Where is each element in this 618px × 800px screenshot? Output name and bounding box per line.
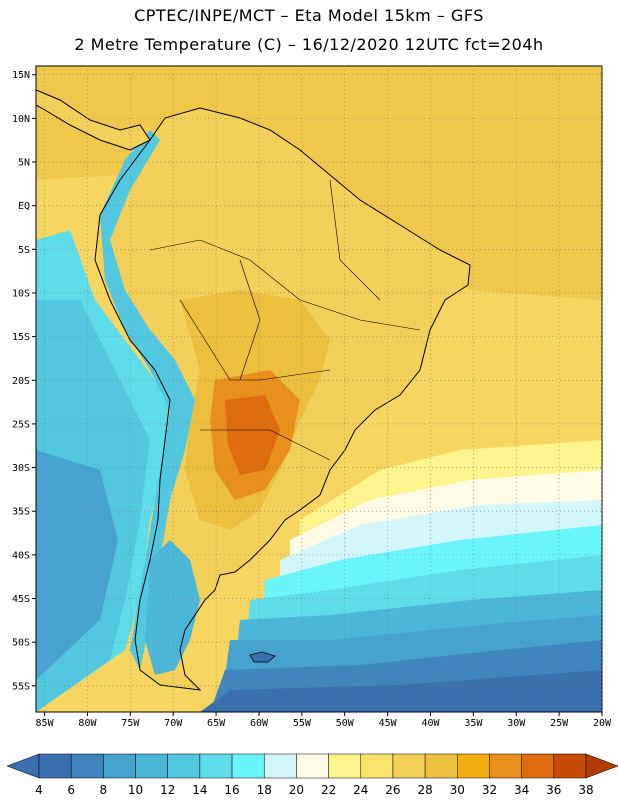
lon-tick-label: 40W: [421, 718, 440, 729]
lat-tick-label: 30S: [12, 463, 30, 474]
colorbar-swatch: [167, 753, 201, 779]
lat-tick-label: 15S: [12, 332, 30, 343]
central-america: [36, 89, 151, 151]
lat-tick-label: EQ: [18, 201, 30, 212]
lat-tick-label: 35S: [12, 507, 30, 518]
field-atl-6: [200, 670, 602, 712]
colorbar-label: 4: [35, 783, 43, 797]
colorbar-label: 26: [385, 783, 400, 797]
colorbar-label: 32: [482, 783, 497, 797]
lat-tick-label: 5N: [18, 158, 30, 169]
colorbar-low-arrow: [6, 753, 40, 779]
lon-tick-label: 55W: [293, 718, 312, 729]
colorbar-label: 22: [321, 783, 336, 797]
map-frame: [35, 65, 603, 713]
lon-tick-label: 65W: [207, 718, 226, 729]
colorbar-swatch: [135, 753, 168, 779]
colorbar-label: 12: [160, 783, 175, 797]
lat-tick-label: 55S: [12, 681, 30, 692]
colorbar-swatch: [231, 753, 265, 779]
colorbar-label: 20: [289, 783, 304, 797]
colorbar-swatch: [199, 753, 233, 779]
colorbar-swatch: [457, 753, 490, 779]
colorbar-swatch: [424, 753, 458, 779]
colorbar-swatch: [489, 753, 522, 779]
lon-tick-label: 75W: [121, 718, 140, 729]
lon-tick-label: 80W: [78, 718, 97, 729]
colorbar-swatch: [103, 753, 136, 779]
lon-tick-label: 50W: [336, 718, 355, 729]
title-line-2: 2 Metre Temperature (C) – 16/12/2020 12U…: [74, 35, 544, 54]
colorbar-label: 6: [67, 783, 75, 797]
lat-tick-label: 50S: [12, 638, 30, 649]
colorbar-label: 24: [353, 783, 368, 797]
field-pacific-cold: [36, 450, 118, 680]
colorbar-swatch: [521, 753, 555, 779]
colorbar-label: 18: [257, 783, 272, 797]
lon-tick-label: 70W: [164, 718, 183, 729]
lat-tick-label: 25S: [12, 419, 30, 430]
colorbar-swatch: [70, 753, 104, 779]
lat-tick-label: 5S: [18, 245, 30, 256]
title-line-1: CPTEC/INPE/MCT – Eta Model 15km – GFS: [134, 6, 484, 25]
colorbar-label: 8: [100, 783, 108, 797]
colorbar: 4 6 8 10 12 14 16 18 20 22 24 26 28 30 32 34 36 38: [6, 753, 618, 797]
lon-tick-label: 85W: [36, 718, 55, 729]
colorbar-swatch: [38, 753, 72, 779]
colorbar-label: 36: [546, 783, 561, 797]
colorbar-label: 14: [192, 783, 207, 797]
colorbar-swatch: [360, 753, 394, 779]
lon-tick-label: 60W: [250, 718, 269, 729]
colorbar-label: 28: [417, 783, 432, 797]
colorbar-swatch: [328, 753, 362, 779]
lon-tick-label: 20W: [593, 718, 612, 729]
field-interior-34: [225, 395, 280, 475]
colorbar-high-arrow: [585, 753, 618, 779]
field-andes-cold: [100, 130, 195, 670]
colorbar-swatch: [392, 753, 426, 779]
coastline: [94, 107, 471, 691]
colorbar-swatch: [263, 753, 297, 779]
axis-ticks: 85W 80W 75W 70W 65W 60W 55W 50W 45W 40W 35W 30W 25W 2…: [12, 70, 612, 729]
lon-tick-label: 45W: [379, 718, 398, 729]
map-field: [36, 66, 602, 712]
lon-tick-label: 25W: [550, 718, 569, 729]
colorbar-label: 34: [514, 783, 529, 797]
falkland-islands: [249, 651, 276, 663]
temperature-map: 85W 80W 75W 70W 65W 60W 55W 50W 45W 40W 35W 30W 25W 2…: [12, 65, 612, 729]
colorbar-label: 30: [450, 783, 465, 797]
colorbar-label: 10: [128, 783, 143, 797]
colorbar-label: 16: [224, 783, 239, 797]
colorbar-label: 38: [578, 783, 593, 797]
colorbar-swatch: [296, 753, 329, 779]
lat-tick-label: 20S: [12, 376, 30, 387]
lat-tick-label: 45S: [12, 594, 30, 605]
lon-tick-label: 35W: [464, 718, 483, 729]
colorbar-swatch: [553, 753, 587, 779]
field-patagonia-cold: [145, 540, 200, 675]
lat-tick-label: 40S: [12, 550, 30, 561]
lon-tick-label: 30W: [507, 718, 526, 729]
lat-tick-label: 10S: [12, 288, 30, 299]
lat-tick-label: 15N: [12, 70, 30, 81]
lat-tick-label: 10N: [12, 114, 30, 125]
